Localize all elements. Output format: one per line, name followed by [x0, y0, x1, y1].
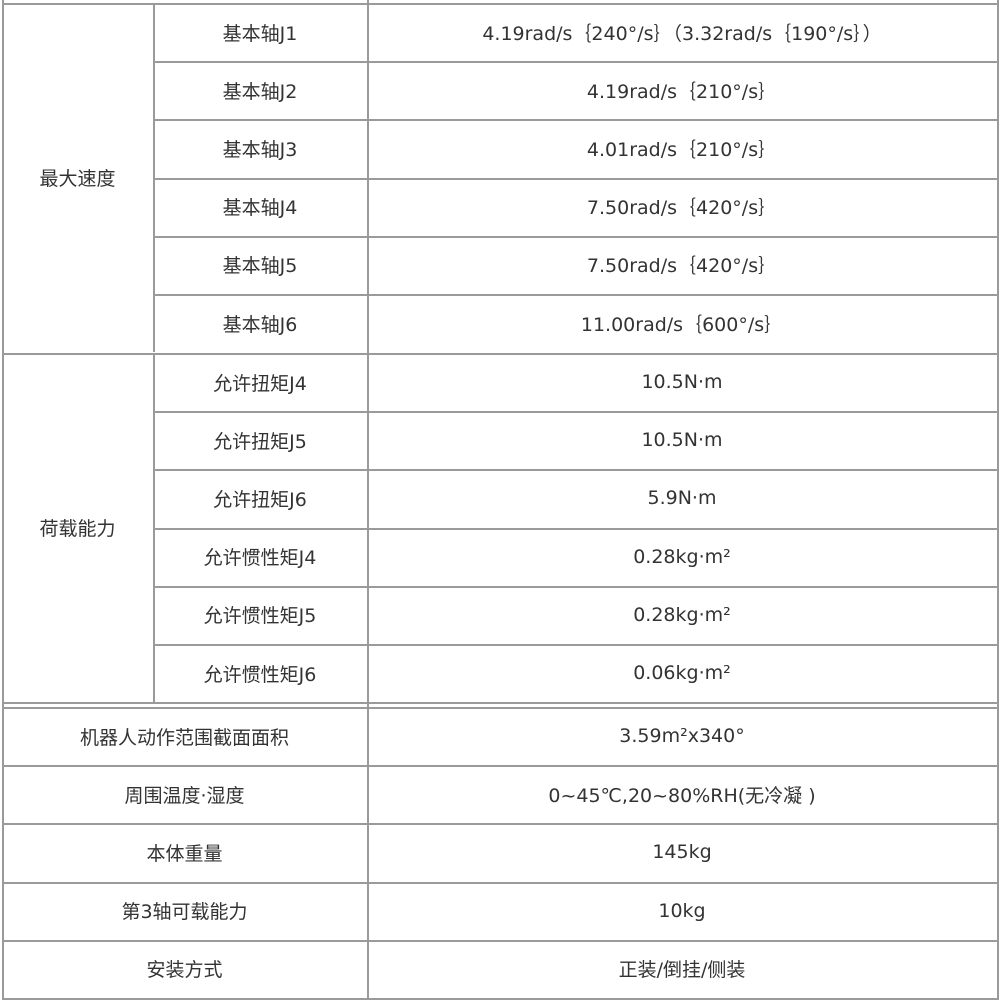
row-divider — [153, 527, 999, 530]
row-divider — [153, 61, 999, 64]
row-divider — [2, 3, 999, 5]
row-divider — [153, 585, 999, 588]
param-value: 145kg — [652, 841, 712, 864]
param-value: 7.50rad/s｛420°/s｝ — [586, 197, 778, 220]
param-name: 允许惯性矩J6 — [203, 663, 317, 686]
param-name: 基本轴J1 — [222, 22, 298, 45]
row-divider — [2, 707, 999, 709]
row-divider — [153, 469, 999, 472]
param-value: 4.19rad/s｛210°/s｝ — [586, 80, 778, 103]
param-name: 基本轴J5 — [222, 255, 298, 278]
param-value: 0.28kg·m² — [633, 603, 731, 626]
group-label: 最大速度 — [39, 168, 116, 191]
row-divider — [2, 702, 999, 704]
row-divider — [153, 119, 999, 122]
column-divider — [153, 3, 155, 353]
row-divider — [153, 235, 999, 238]
row-divider — [2, 823, 999, 826]
param-name: 周围温度·湿度 — [124, 784, 245, 807]
row-divider — [153, 411, 999, 414]
column-divider — [997, 0, 999, 998]
param-name: 允许惯性矩J4 — [203, 547, 317, 570]
param-value: 3.59m²x340° — [619, 725, 745, 748]
param-name: 基本轴J4 — [222, 197, 298, 220]
param-name: 第3轴可载能力 — [121, 901, 248, 924]
param-name: 机器人动作范围截面面积 — [79, 726, 289, 749]
row-divider — [2, 998, 999, 1000]
param-value: 0.06kg·m² — [633, 662, 731, 685]
param-value: 11.00rad/s｛600°/s｝ — [580, 313, 784, 336]
param-value: 正装/倒挂/侧装 — [618, 959, 746, 982]
param-value: 0~45℃,20~80%RH(无冷凝 ) — [548, 784, 816, 807]
param-name: 本体重量 — [146, 842, 223, 865]
column-divider — [367, 0, 369, 998]
param-value: 4.19rad/s｛240°/s｝（3.32rad/s｛190°/s｝） — [482, 22, 882, 45]
param-name: 基本轴J3 — [222, 138, 298, 161]
row-divider — [2, 881, 999, 884]
param-name: 允许扭矩J5 — [213, 430, 307, 453]
param-name: 基本轴J2 — [222, 80, 298, 103]
param-name: 允许扭矩J4 — [213, 372, 307, 395]
param-value: 10kg — [658, 899, 706, 922]
column-divider — [153, 353, 155, 703]
param-name: 允许扭矩J6 — [213, 488, 307, 511]
row-divider — [2, 765, 999, 768]
group-label: 荷载能力 — [39, 518, 116, 541]
param-value: 10.5N·m — [641, 371, 723, 394]
param-value: 7.50rad/s｛420°/s｝ — [586, 255, 778, 278]
row-divider — [2, 939, 999, 942]
param-name: 基本轴J6 — [222, 313, 298, 336]
row-divider — [153, 644, 999, 646]
column-divider — [2, 0, 4, 998]
row-divider — [153, 294, 999, 296]
param-name: 安装方式 — [146, 959, 223, 982]
param-value: 5.9N·m — [647, 487, 717, 510]
param-name: 允许惯性矩J5 — [203, 605, 317, 628]
row-divider — [153, 177, 999, 180]
param-value: 0.28kg·m² — [633, 545, 731, 568]
param-value: 4.01rad/s｛210°/s｝ — [586, 138, 778, 161]
param-value: 10.5N·m — [641, 429, 723, 452]
row-divider — [2, 353, 999, 355]
